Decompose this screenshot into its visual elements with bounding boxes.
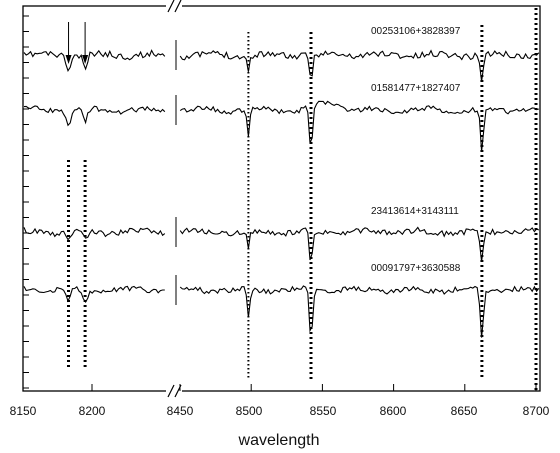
series-label-1: 00253106+3828397	[371, 26, 461, 37]
spectra-series	[23, 40, 540, 338]
x-tick-label: 8700	[523, 404, 550, 418]
plot-frame	[22, 5, 541, 392]
arrow-head	[65, 55, 72, 64]
x-tick-labels: 8150 8200 8450 8500 8550 8600 8650 8700	[10, 404, 550, 418]
line-markers	[67, 8, 538, 390]
left-axis-ticks	[23, 15, 29, 389]
x-tick-label: 8550	[310, 404, 337, 418]
x-tick-label: 8150	[10, 404, 37, 418]
spectrum-trace	[23, 49, 540, 82]
spectrum-trace	[23, 226, 540, 262]
x-axis-ticks	[22, 384, 537, 391]
x-axis-title: wavelength	[238, 432, 320, 449]
arrow-head	[82, 55, 89, 64]
line-arrows	[65, 22, 89, 64]
spectrum-trace	[23, 100, 539, 152]
axis-break-bottom	[166, 384, 182, 398]
x-tick-label: 8500	[236, 404, 263, 418]
series-label-2: 01581477+1827407	[371, 83, 461, 94]
series-label-3: 23413614+3143111	[371, 206, 459, 217]
series-label-4: 00091797+3630588	[371, 263, 461, 274]
x-tick-label: 8600	[380, 404, 407, 418]
x-tick-label: 8650	[451, 404, 478, 418]
x-tick-label: 8200	[79, 404, 106, 418]
spectrum-trace	[23, 285, 540, 338]
x-tick-label: 8450	[167, 404, 194, 418]
axis-break-top	[166, 0, 182, 13]
